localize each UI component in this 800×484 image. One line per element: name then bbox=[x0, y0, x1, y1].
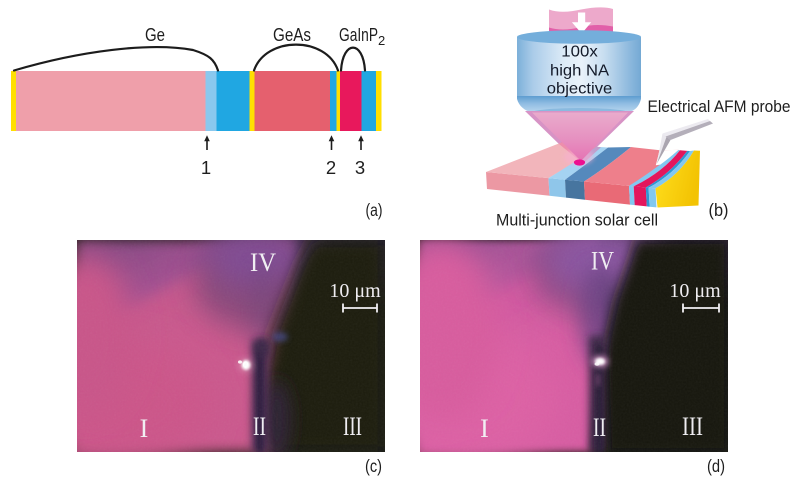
svg-text:1: 1 bbox=[201, 157, 211, 178]
svg-text:(c): (c) bbox=[365, 456, 382, 476]
svg-text:Ge: Ge bbox=[145, 25, 165, 45]
svg-text:high NA: high NA bbox=[550, 63, 609, 80]
svg-text:2: 2 bbox=[326, 157, 336, 178]
svg-text:Electrical AFM probe: Electrical AFM probe bbox=[648, 98, 791, 116]
svg-text:(d): (d) bbox=[707, 456, 725, 476]
svg-text:I: I bbox=[140, 414, 149, 443]
svg-text:100x: 100x bbox=[561, 44, 598, 61]
svg-text:III: III bbox=[682, 412, 703, 441]
svg-text:II: II bbox=[253, 412, 266, 441]
svg-text:3: 3 bbox=[355, 157, 365, 178]
svg-text:IV: IV bbox=[591, 247, 614, 276]
svg-text:10 μm: 10 μm bbox=[329, 280, 381, 302]
svg-text:IV: IV bbox=[250, 248, 276, 277]
svg-text:(b): (b) bbox=[709, 200, 729, 220]
svg-text:(a): (a) bbox=[366, 200, 383, 220]
svg-text:GeAs: GeAs bbox=[273, 25, 311, 45]
svg-text:10 μm: 10 μm bbox=[669, 280, 721, 302]
svg-text:II: II bbox=[593, 413, 606, 442]
svg-text:GaInP2: GaInP2 bbox=[339, 25, 385, 48]
svg-text:III: III bbox=[343, 412, 362, 441]
svg-text:Multi-junction solar cell: Multi-junction solar cell bbox=[496, 211, 658, 230]
svg-text:objective: objective bbox=[547, 81, 613, 98]
svg-text:I: I bbox=[480, 414, 489, 443]
